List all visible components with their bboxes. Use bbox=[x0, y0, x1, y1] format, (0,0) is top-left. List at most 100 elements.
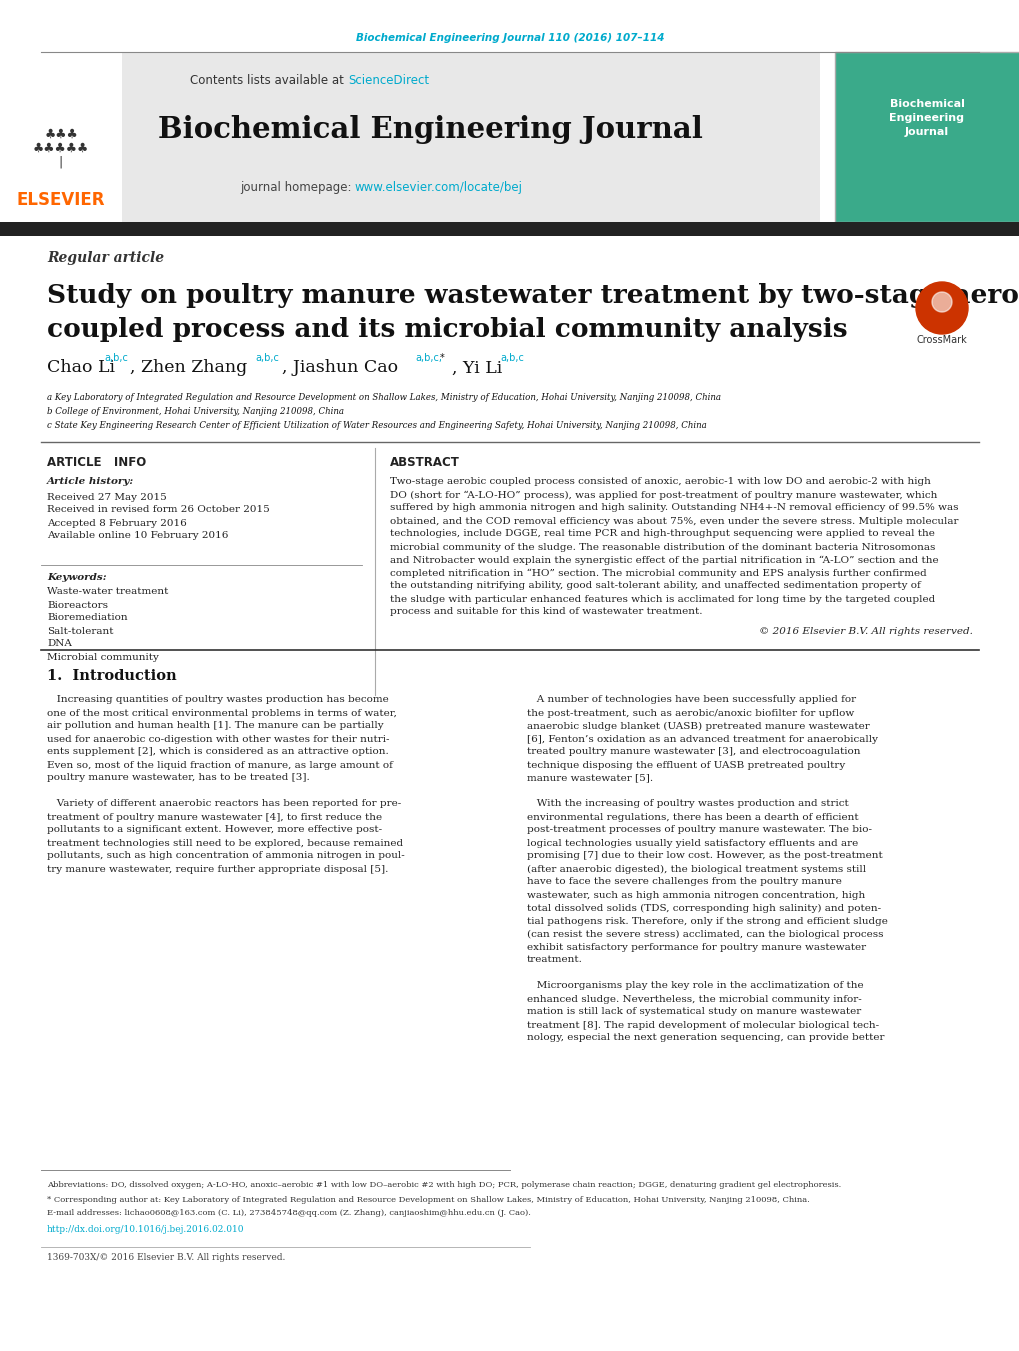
Text: Contents lists available at: Contents lists available at bbox=[191, 73, 347, 86]
Text: www.elsevier.com/locate/bej: www.elsevier.com/locate/bej bbox=[355, 181, 523, 195]
Text: Received 27 May 2015: Received 27 May 2015 bbox=[47, 493, 166, 501]
Text: A number of technologies have been successfully applied for: A number of technologies have been succe… bbox=[527, 696, 855, 704]
Text: © 2016 Elsevier B.V. All rights reserved.: © 2016 Elsevier B.V. All rights reserved… bbox=[758, 627, 972, 636]
Text: CrossMark: CrossMark bbox=[916, 335, 966, 345]
Text: Biochemical Engineering Journal: Biochemical Engineering Journal bbox=[157, 115, 702, 145]
Text: Available online 10 February 2016: Available online 10 February 2016 bbox=[47, 531, 228, 540]
Text: a Key Laboratory of Integrated Regulation and Resource Development on Shallow La: a Key Laboratory of Integrated Regulatio… bbox=[47, 393, 720, 403]
Text: ScienceDirect: ScienceDirect bbox=[347, 73, 429, 86]
Text: , Zhen Zhang: , Zhen Zhang bbox=[129, 359, 247, 377]
FancyBboxPatch shape bbox=[0, 222, 1019, 236]
Text: Microbial community: Microbial community bbox=[47, 653, 159, 662]
Text: Even so, most of the liquid fraction of manure, as large amount of: Even so, most of the liquid fraction of … bbox=[47, 761, 392, 770]
Text: suffered by high ammonia nitrogen and high salinity. Outstanding NH4+-N removal : suffered by high ammonia nitrogen and hi… bbox=[389, 504, 958, 512]
Text: treatment.: treatment. bbox=[527, 955, 582, 965]
Text: the sludge with particular enhanced features which is acclimated for long time b: the sludge with particular enhanced feat… bbox=[389, 594, 934, 604]
Text: Salt-tolerant: Salt-tolerant bbox=[47, 627, 113, 635]
Text: wastewater, such as high ammonia nitrogen concentration, high: wastewater, such as high ammonia nitroge… bbox=[527, 890, 864, 900]
Text: a,b,c: a,b,c bbox=[104, 353, 127, 363]
Text: ents supplement [2], which is considered as an attractive option.: ents supplement [2], which is considered… bbox=[47, 747, 388, 757]
Text: a,b,c: a,b,c bbox=[499, 353, 524, 363]
Text: ELSEVIER: ELSEVIER bbox=[16, 190, 105, 209]
Text: *: * bbox=[439, 353, 444, 363]
Text: used for anaerobic co-digestion with other wastes for their nutri-: used for anaerobic co-digestion with oth… bbox=[47, 735, 389, 743]
Text: and Nitrobacter would explain the synergistic effect of the partial nitrificatio: and Nitrobacter would explain the synerg… bbox=[389, 555, 937, 565]
Text: one of the most critical environmental problems in terms of water,: one of the most critical environmental p… bbox=[47, 708, 396, 717]
Text: post-treatment processes of poultry manure wastewater. The bio-: post-treatment processes of poultry manu… bbox=[527, 825, 871, 835]
Text: treatment technologies still need to be explored, because remained: treatment technologies still need to be … bbox=[47, 839, 403, 847]
Circle shape bbox=[915, 282, 967, 334]
Text: Increasing quantities of poultry wastes production has become: Increasing quantities of poultry wastes … bbox=[47, 696, 388, 704]
Text: obtained, and the COD removal efficiency was about 75%, even under the severe st: obtained, and the COD removal efficiency… bbox=[389, 516, 958, 526]
Text: total dissolved solids (TDS, corresponding high salinity) and poten-: total dissolved solids (TDS, correspondi… bbox=[527, 904, 880, 912]
Text: Bioreactors: Bioreactors bbox=[47, 600, 108, 609]
Text: exhibit satisfactory performance for poultry manure wastewater: exhibit satisfactory performance for pou… bbox=[527, 943, 865, 951]
Text: air pollution and human health [1]. The manure can be partially: air pollution and human health [1]. The … bbox=[47, 721, 383, 731]
Text: pollutants, such as high concentration of ammonia nitrogen in poul-: pollutants, such as high concentration o… bbox=[47, 851, 405, 861]
Text: nology, especial the next generation sequencing, can provide better: nology, especial the next generation seq… bbox=[527, 1034, 883, 1043]
Text: promising [7] due to their low cost. However, as the post-treatment: promising [7] due to their low cost. How… bbox=[527, 851, 881, 861]
Text: journal homepage:: journal homepage: bbox=[239, 181, 355, 195]
Text: Microorganisms play the key role in the acclimatization of the: Microorganisms play the key role in the … bbox=[527, 981, 863, 990]
Text: try manure wastewater, require further appropriate disposal [5].: try manure wastewater, require further a… bbox=[47, 865, 388, 874]
Text: completed nitrification in “HO” section. The microbial community and EPS analysi: completed nitrification in “HO” section.… bbox=[389, 569, 926, 578]
Text: 1369-703X/© 2016 Elsevier B.V. All rights reserved.: 1369-703X/© 2016 Elsevier B.V. All right… bbox=[47, 1254, 285, 1262]
Text: 1.  Introduction: 1. Introduction bbox=[47, 669, 176, 684]
Text: anaerobic sludge blanket (UASB) pretreated manure wastewater: anaerobic sludge blanket (UASB) pretreat… bbox=[527, 721, 869, 731]
FancyBboxPatch shape bbox=[0, 51, 819, 222]
Text: tial pathogens risk. Therefore, only if the strong and efficient sludge: tial pathogens risk. Therefore, only if … bbox=[527, 916, 887, 925]
FancyBboxPatch shape bbox=[0, 51, 122, 222]
Text: Study on poultry manure wastewater treatment by two-stage aerobic: Study on poultry manure wastewater treat… bbox=[47, 284, 1019, 308]
Text: , Yi Li: , Yi Li bbox=[451, 359, 501, 377]
Text: Accepted 8 February 2016: Accepted 8 February 2016 bbox=[47, 519, 186, 527]
Text: mation is still lack of systematical study on manure wastewater: mation is still lack of systematical stu… bbox=[527, 1008, 860, 1016]
Text: treated poultry manure wastewater [3], and electrocoagulation: treated poultry manure wastewater [3], a… bbox=[527, 747, 860, 757]
Text: , Jiashun Cao: , Jiashun Cao bbox=[281, 359, 397, 377]
FancyBboxPatch shape bbox=[835, 51, 1019, 222]
Text: environmental regulations, there has been a dearth of efficient: environmental regulations, there has bee… bbox=[527, 812, 858, 821]
Text: DNA: DNA bbox=[47, 639, 71, 648]
Text: have to face the severe challenges from the poultry manure: have to face the severe challenges from … bbox=[527, 878, 841, 886]
Text: Biochemical
Engineering
Journal: Biochemical Engineering Journal bbox=[889, 99, 964, 136]
Text: Article history:: Article history: bbox=[47, 477, 135, 486]
Text: microbial community of the sludge. The reasonable distribution of the dominant b: microbial community of the sludge. The r… bbox=[389, 543, 934, 551]
Text: logical technologies usually yield satisfactory effluents and are: logical technologies usually yield satis… bbox=[527, 839, 857, 847]
Text: (can resist the severe stress) acclimated, can the biological process: (can resist the severe stress) acclimate… bbox=[527, 929, 882, 939]
Text: Regular article: Regular article bbox=[47, 251, 164, 265]
Text: ABSTRACT: ABSTRACT bbox=[389, 455, 460, 469]
Text: pollutants to a significant extent. However, more effective post-: pollutants to a significant extent. Howe… bbox=[47, 825, 382, 835]
Text: process and suitable for this kind of wastewater treatment.: process and suitable for this kind of wa… bbox=[389, 608, 702, 616]
Text: Biochemical Engineering Journal 110 (2016) 107–114: Biochemical Engineering Journal 110 (201… bbox=[356, 32, 663, 43]
Text: ♣♣♣
♣♣♣♣♣
  |: ♣♣♣ ♣♣♣♣♣ | bbox=[33, 127, 89, 169]
Text: a,b,c: a,b,c bbox=[255, 353, 278, 363]
Text: http://dx.doi.org/10.1016/j.bej.2016.02.010: http://dx.doi.org/10.1016/j.bej.2016.02.… bbox=[47, 1225, 245, 1235]
Text: DO (short for “A-LO-HO” process), was applied for post-treatment of poultry manu: DO (short for “A-LO-HO” process), was ap… bbox=[389, 490, 936, 500]
Text: technologies, include DGGE, real time PCR and high-throughput sequencing were ap: technologies, include DGGE, real time PC… bbox=[389, 530, 934, 539]
Text: treatment of poultry manure wastewater [4], to first reduce the: treatment of poultry manure wastewater [… bbox=[47, 812, 382, 821]
Text: poultry manure wastewater, has to be treated [3].: poultry manure wastewater, has to be tre… bbox=[47, 774, 310, 782]
Text: Abbreviations: DO, dissolved oxygen; A-LO-HO, anoxic–aerobic #1 with low DO–aero: Abbreviations: DO, dissolved oxygen; A-L… bbox=[47, 1181, 841, 1189]
Text: (after anaerobic digested), the biological treatment systems still: (after anaerobic digested), the biologic… bbox=[527, 865, 865, 874]
Text: manure wastewater [5].: manure wastewater [5]. bbox=[527, 774, 652, 782]
Text: Received in revised form 26 October 2015: Received in revised form 26 October 2015 bbox=[47, 505, 269, 515]
Text: ARTICLE   INFO: ARTICLE INFO bbox=[47, 455, 146, 469]
Text: technique disposing the effluent of UASB pretreated poultry: technique disposing the effluent of UASB… bbox=[527, 761, 845, 770]
Circle shape bbox=[931, 292, 951, 312]
Text: coupled process and its microbial community analysis: coupled process and its microbial commun… bbox=[47, 317, 847, 343]
Text: E-mail addresses: lichao0608@163.com (C. Li), 273845748@qq.com (Z. Zhang), canji: E-mail addresses: lichao0608@163.com (C.… bbox=[47, 1209, 530, 1217]
Text: a,b,c,: a,b,c, bbox=[415, 353, 441, 363]
Text: With the increasing of poultry wastes production and strict: With the increasing of poultry wastes pr… bbox=[527, 800, 848, 808]
Text: c State Key Engineering Research Center of Efficient Utilization of Water Resour: c State Key Engineering Research Center … bbox=[47, 422, 706, 431]
Text: treatment [8]. The rapid development of molecular biological tech-: treatment [8]. The rapid development of … bbox=[527, 1020, 878, 1029]
Text: Chao Li: Chao Li bbox=[47, 359, 115, 377]
Text: enhanced sludge. Nevertheless, the microbial community infor-: enhanced sludge. Nevertheless, the micro… bbox=[527, 994, 861, 1004]
Text: Variety of different anaerobic reactors has been reported for pre-: Variety of different anaerobic reactors … bbox=[47, 800, 400, 808]
Text: b College of Environment, Hohai University, Nanjing 210098, China: b College of Environment, Hohai Universi… bbox=[47, 408, 343, 416]
Text: Two-stage aerobic coupled process consisted of anoxic, aerobic-1 with low DO and: Two-stage aerobic coupled process consis… bbox=[389, 477, 930, 486]
Text: * Corresponding author at: Key Laboratory of Integrated Regulation and Resource : * Corresponding author at: Key Laborator… bbox=[47, 1196, 809, 1204]
Text: the outstanding nitrifying ability, good salt-tolerant ability, and unaffected s: the outstanding nitrifying ability, good… bbox=[389, 581, 920, 590]
Text: Waste-water treatment: Waste-water treatment bbox=[47, 588, 168, 597]
Text: Keywords:: Keywords: bbox=[47, 573, 107, 581]
Text: the post-treatment, such as aerobic/anoxic biofilter for upflow: the post-treatment, such as aerobic/anox… bbox=[527, 708, 854, 717]
Text: [6], Fenton’s oxidation as an advanced treatment for anaerobically: [6], Fenton’s oxidation as an advanced t… bbox=[527, 735, 877, 743]
